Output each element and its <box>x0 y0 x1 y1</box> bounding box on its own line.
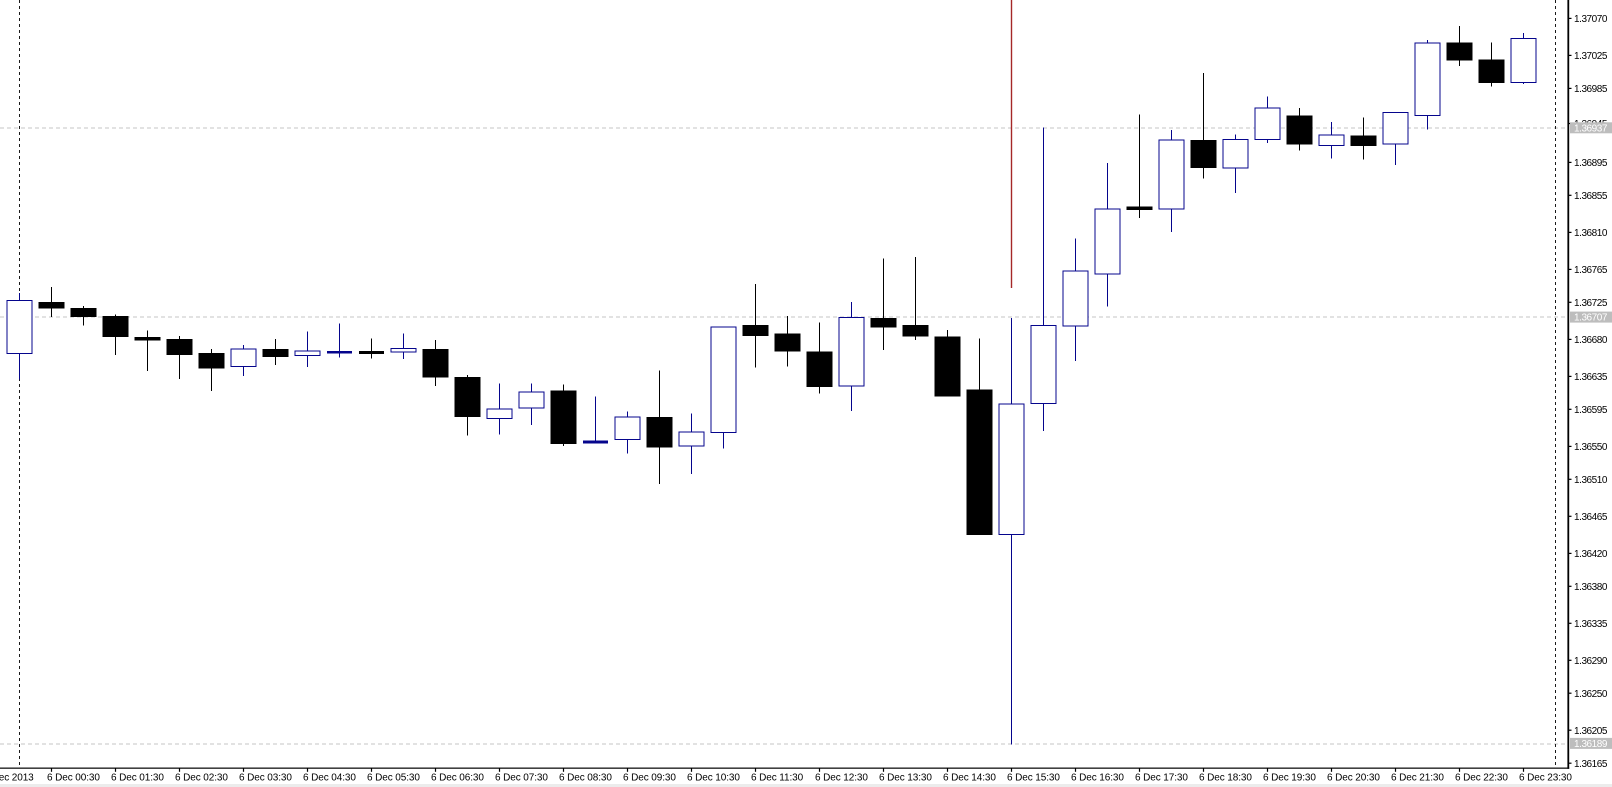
svg-text:6 Dec 08:30: 6 Dec 08:30 <box>559 773 612 784</box>
svg-text:6 Dec 15:30: 6 Dec 15:30 <box>1007 773 1060 784</box>
svg-text:1.36250: 1.36250 <box>1574 689 1608 700</box>
svg-text:6 Dec 05:30: 6 Dec 05:30 <box>367 773 420 784</box>
svg-text:6 Dec 17:30: 6 Dec 17:30 <box>1135 773 1188 784</box>
svg-text:1.36810: 1.36810 <box>1574 228 1608 239</box>
svg-text:1.36205: 1.36205 <box>1574 726 1608 737</box>
svg-text:6 Dec 18:30: 6 Dec 18:30 <box>1199 773 1252 784</box>
svg-text:6 Dec 01:30: 6 Dec 01:30 <box>111 773 164 784</box>
svg-text:1.36895: 1.36895 <box>1574 158 1608 169</box>
svg-text:6 Dec 16:30: 6 Dec 16:30 <box>1071 773 1124 784</box>
svg-text:1.36335: 1.36335 <box>1574 619 1608 630</box>
svg-text:1.36985: 1.36985 <box>1574 84 1608 95</box>
svg-text:6 Dec 23:30: 6 Dec 23:30 <box>1519 773 1572 784</box>
svg-text:6 Dec 04:30: 6 Dec 04:30 <box>303 773 356 784</box>
svg-text:6 Dec 20:30: 6 Dec 20:30 <box>1327 773 1380 784</box>
svg-text:6 Dec 22:30: 6 Dec 22:30 <box>1455 773 1508 784</box>
svg-text:1.36380: 1.36380 <box>1574 582 1608 593</box>
svg-text:6 Dec 2013: 6 Dec 2013 <box>0 773 34 784</box>
svg-text:1.36765: 1.36765 <box>1574 265 1608 276</box>
svg-text:1.36165: 1.36165 <box>1574 759 1608 770</box>
svg-text:1.36635: 1.36635 <box>1574 372 1608 383</box>
svg-text:1.36680: 1.36680 <box>1574 335 1608 346</box>
svg-text:6 Dec 10:30: 6 Dec 10:30 <box>687 773 740 784</box>
svg-text:1.37070: 1.37070 <box>1574 14 1608 25</box>
svg-text:1.36855: 1.36855 <box>1574 191 1608 202</box>
svg-text:6 Dec 14:30: 6 Dec 14:30 <box>943 773 996 784</box>
svg-text:1.36465: 1.36465 <box>1574 512 1608 523</box>
svg-text:1.37025: 1.37025 <box>1574 51 1608 62</box>
svg-text:6 Dec 02:30: 6 Dec 02:30 <box>175 773 228 784</box>
svg-text:1.36189: 1.36189 <box>1574 739 1608 750</box>
svg-text:1.36510: 1.36510 <box>1574 475 1608 486</box>
svg-text:1.36420: 1.36420 <box>1574 549 1608 560</box>
svg-text:1.36725: 1.36725 <box>1574 298 1608 309</box>
svg-text:6 Dec 06:30: 6 Dec 06:30 <box>431 773 484 784</box>
svg-text:6 Dec 19:30: 6 Dec 19:30 <box>1263 773 1316 784</box>
svg-text:6 Dec 13:30: 6 Dec 13:30 <box>879 773 932 784</box>
svg-text:6 Dec 03:30: 6 Dec 03:30 <box>239 773 292 784</box>
svg-text:1.36595: 1.36595 <box>1574 405 1608 416</box>
svg-text:6 Dec 21:30: 6 Dec 21:30 <box>1391 773 1444 784</box>
svg-text:6 Dec 11:30: 6 Dec 11:30 <box>751 773 804 784</box>
svg-text:6 Dec 07:30: 6 Dec 07:30 <box>495 773 548 784</box>
svg-text:1.36290: 1.36290 <box>1574 656 1608 667</box>
svg-text:1.36707: 1.36707 <box>1574 313 1608 324</box>
svg-text:6 Dec 09:30: 6 Dec 09:30 <box>623 773 676 784</box>
svg-text:1.36550: 1.36550 <box>1574 442 1608 453</box>
svg-text:6 Dec 00:30: 6 Dec 00:30 <box>47 773 100 784</box>
svg-text:6 Dec 12:30: 6 Dec 12:30 <box>815 773 868 784</box>
svg-text:1.36937: 1.36937 <box>1574 123 1608 134</box>
